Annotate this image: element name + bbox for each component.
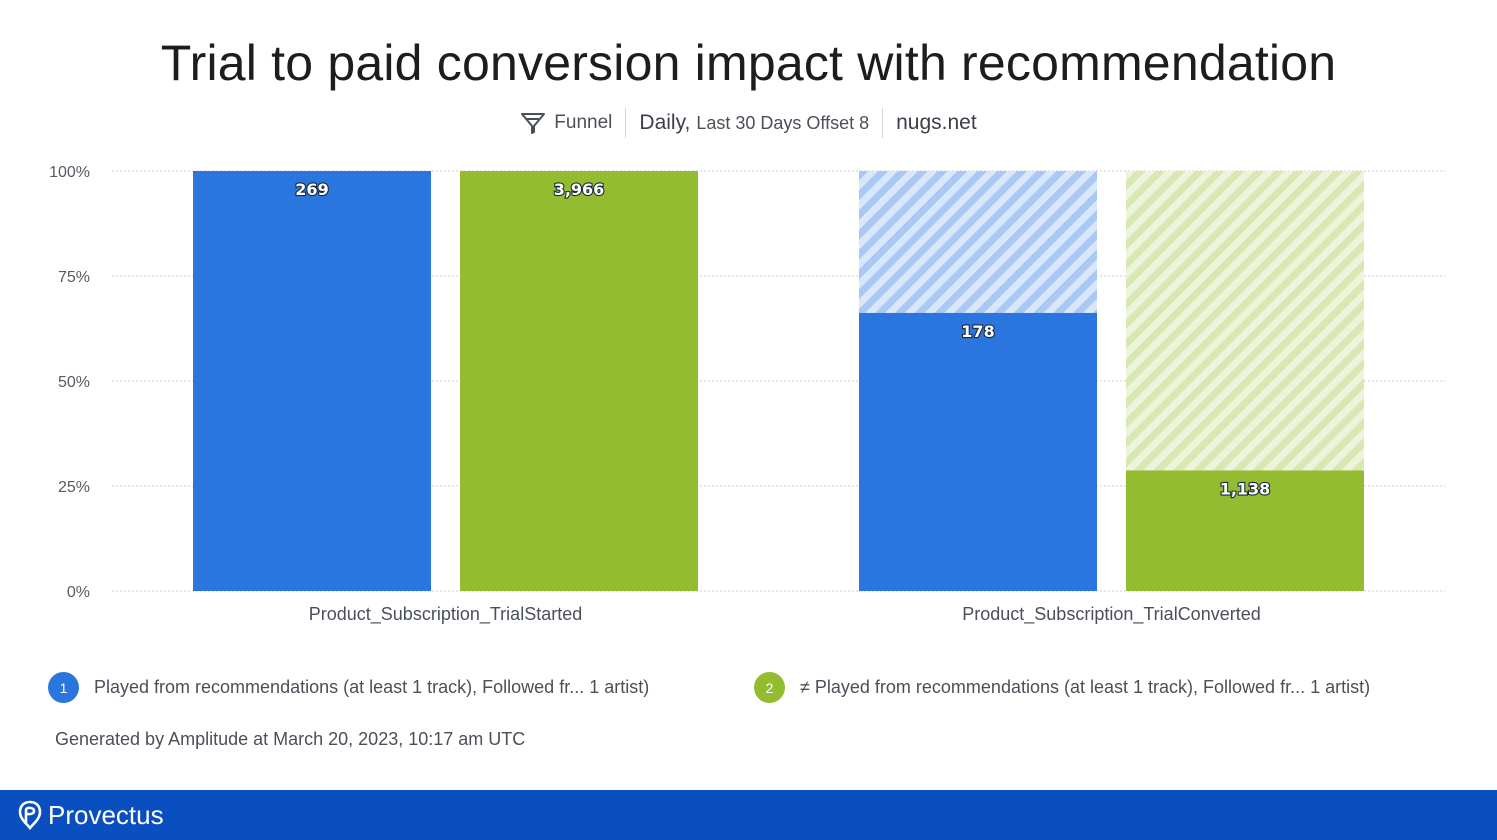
interval-label: Daily, [639, 111, 691, 134]
dropoff-bar [859, 171, 1097, 313]
legend-badge: 1 [48, 672, 79, 703]
project: nugs.net [883, 108, 990, 138]
bar [460, 171, 698, 591]
range-label: Last 30 Days Offset 8 [696, 112, 870, 133]
y-tick-label: 100% [49, 164, 90, 181]
chart-kind: Funnel [507, 108, 625, 138]
brand-name: Provectus [48, 799, 164, 830]
legend-label: ≠ Played from recommendations (at least … [800, 677, 1371, 697]
project-label: nugs.net [896, 111, 977, 134]
legend-item-2[interactable]: 2 ≠ Played from recommendations (at leas… [754, 672, 1370, 703]
y-tick-label: 50% [58, 374, 90, 391]
subtitle-divider [882, 108, 884, 138]
subtitle-divider [625, 108, 627, 138]
brand-bar: Provectus [0, 790, 1497, 840]
chart-subtitle: Funnel Daily, Last 30 Days Offset 8 nugs… [0, 108, 1497, 138]
chart-grid: 0% 25% 50% 75% 100% [49, 164, 1445, 601]
bar-value-label: 269 [295, 180, 328, 199]
y-tick-label: 0% [67, 584, 90, 601]
chart-bars: 269 3,966 178 1,138 [193, 171, 1364, 591]
legend-item-1[interactable]: 1 Played from recommendations (at least … [48, 672, 649, 703]
funnel-bar-chart: 0% 25% 50% 75% 100% 269 3,966 178 1,138 Product… [49, 164, 1445, 625]
x-axis-labels: Product_Subscription_TrialStarted Product… [309, 604, 1261, 625]
brand-logo: Provectus [18, 800, 164, 831]
bar-value-label: 3,966 [554, 180, 605, 199]
y-tick-label: 25% [58, 479, 90, 496]
legend-label: Played from recommendations (at least 1 … [94, 677, 650, 697]
generated-note: Generated by Amplitude at March 20, 2023… [55, 729, 526, 749]
dropoff-bar [1126, 171, 1364, 471]
chart-title: Trial to paid conversion impact with rec… [160, 35, 1337, 91]
date-range: Daily, Last 30 Days Offset 8 [626, 108, 882, 138]
provectus-logo-icon [18, 800, 42, 830]
x-category-label: Product_Subscription_TrialConverted [962, 604, 1261, 625]
bar [193, 171, 431, 591]
y-tick-label: 75% [58, 269, 90, 286]
funnel-icon [521, 113, 546, 134]
x-category-label: Product_Subscription_TrialStarted [309, 604, 582, 625]
bar [859, 312, 1097, 591]
bar-value-label: 1,138 [1220, 479, 1271, 498]
chart-kind-label: Funnel [554, 112, 613, 133]
chart-legend: 1 Played from recommendations (at least … [48, 672, 1468, 704]
bar-value-label: 178 [961, 322, 994, 341]
bar [1126, 470, 1364, 591]
legend-badge: 2 [754, 672, 785, 703]
